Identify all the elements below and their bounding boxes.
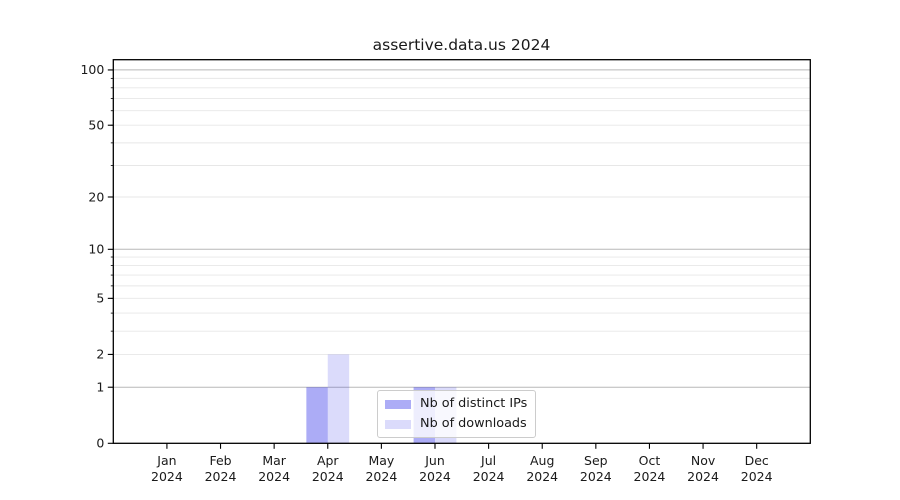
y-tick-label: 20	[88, 189, 104, 204]
x-tick-label-month: Jan	[156, 453, 176, 468]
bar-apr-s1	[327, 354, 350, 444]
legend-item: Nb of downloads	[385, 416, 527, 432]
x-tick-label-month: Feb	[209, 453, 231, 468]
legend-item: Nb of distinct IPs	[385, 396, 527, 412]
chart-title: assertive.data.us 2024	[372, 36, 551, 54]
legend-label: Nb of downloads	[420, 416, 527, 431]
x-tick-label-year: 2024	[741, 469, 773, 484]
x-tick-label-year: 2024	[365, 469, 397, 484]
y-tick-label: 10	[88, 242, 104, 257]
legend-swatch-distinct-ips	[385, 399, 411, 409]
x-tick-label-year: 2024	[419, 469, 451, 484]
x-tick-label-month: Apr	[317, 453, 339, 468]
chart-legend: Nb of distinct IPs Nb of downloads	[377, 390, 537, 438]
x-tick-label-month: Oct	[639, 453, 661, 468]
y-tick-label: 0	[96, 436, 104, 451]
y-tick-label: 2	[96, 347, 104, 362]
x-tick-label-year: 2024	[258, 469, 290, 484]
x-tick-label-month: Jun	[424, 453, 445, 468]
x-tick-label-month: May	[368, 453, 394, 468]
y-tick-label: 5	[96, 291, 104, 306]
x-tick-label-year: 2024	[580, 469, 612, 484]
x-tick-label-month: Jul	[480, 453, 496, 468]
y-tick-label: 1	[96, 380, 104, 395]
x-tick-label-month: Sep	[584, 453, 608, 468]
x-tick-label-month: Mar	[262, 453, 286, 468]
x-tick-label-month: Nov	[691, 453, 716, 468]
x-tick-label-year: 2024	[151, 469, 183, 484]
x-tick-label-year: 2024	[312, 469, 344, 484]
plot-border	[112, 59, 811, 444]
legend-swatch-downloads	[385, 419, 411, 429]
x-tick-label-year: 2024	[473, 469, 505, 484]
legend-label: Nb of distinct IPs	[420, 396, 528, 411]
y-tick-label: 100	[80, 62, 104, 77]
bar-apr-s0	[306, 387, 328, 444]
x-tick-label-year: 2024	[634, 469, 666, 484]
y-tick-label: 50	[88, 118, 104, 133]
x-tick-label-year: 2024	[526, 469, 558, 484]
x-tick-label-year: 2024	[687, 469, 719, 484]
x-tick-label-year: 2024	[205, 469, 237, 484]
x-tick-label-month: Aug	[530, 453, 554, 468]
x-tick-label-month: Dec	[745, 453, 769, 468]
